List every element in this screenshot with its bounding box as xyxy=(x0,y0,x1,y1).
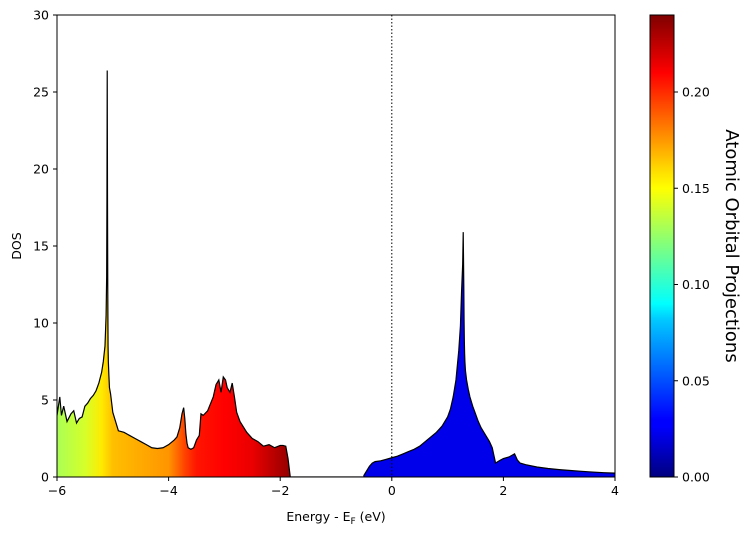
x-tick-label: −6 xyxy=(48,483,66,498)
x-tick-label: −2 xyxy=(271,483,289,498)
colorbar-tick-label: 0.05 xyxy=(682,373,710,388)
colorbar-tick-label: 0.00 xyxy=(682,470,710,485)
plot-content xyxy=(57,15,615,477)
x-tick-label: 4 xyxy=(611,483,619,498)
colorbar-scale xyxy=(650,15,674,477)
y-tick-label: 10 xyxy=(33,316,49,331)
conduction-band-fill xyxy=(290,232,615,477)
y-tick-label: 25 xyxy=(33,85,49,100)
y-tick-label: 0 xyxy=(41,470,49,485)
colorbar-tick-label: 0.15 xyxy=(682,181,710,196)
colorbar: 0.00 0.05 0.10 0.15 0.20 Atomic Orbital Proj… xyxy=(649,14,742,485)
y-axis: 0 5 10 15 20 25 30 xyxy=(33,8,57,485)
y-tick-label: 20 xyxy=(33,162,49,177)
y-tick-label: 30 xyxy=(33,8,49,23)
x-tick-label: 2 xyxy=(499,483,507,498)
plot-frame xyxy=(56,14,616,478)
colorbar-axis: 0.00 0.05 0.10 0.15 0.20 xyxy=(674,85,710,485)
colorbar-tick-label: 0.10 xyxy=(682,277,710,292)
y-axis-label: DOS xyxy=(9,232,24,259)
colorbar-label: Atomic Orbital Projections xyxy=(721,129,742,362)
x-axis-label: Energy - EF (eV) xyxy=(286,509,385,527)
valence-band-fill xyxy=(57,70,291,477)
x-tick-label: 0 xyxy=(388,483,396,498)
conduction-band-line xyxy=(290,232,615,477)
colorbar-tick-label: 0.20 xyxy=(682,85,710,100)
y-tick-label: 5 xyxy=(41,393,49,408)
valence-band-line xyxy=(57,70,291,477)
x-tick-label: −4 xyxy=(159,483,177,498)
x-axis: −6 −4 −2 0 2 4 xyxy=(48,477,619,498)
y-tick-label: 15 xyxy=(33,239,49,254)
colorbar-frame xyxy=(649,14,675,478)
